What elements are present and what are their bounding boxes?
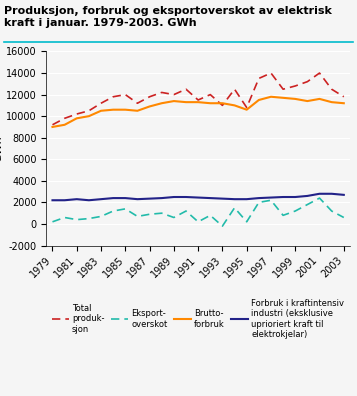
Legend: Total
produk-
sjon, Eksport-
overskot, Brutto-
forbruk, Forbruk i kraftintensiv
: Total produk- sjon, Eksport- overskot, B… [49,295,348,342]
Y-axis label: GWh: GWh [0,135,3,162]
Text: Produksjon, forbruk og eksportoverskot av elektrisk kraft i januar. 1979-2003. G: Produksjon, forbruk og eksportoverskot a… [4,6,331,28]
